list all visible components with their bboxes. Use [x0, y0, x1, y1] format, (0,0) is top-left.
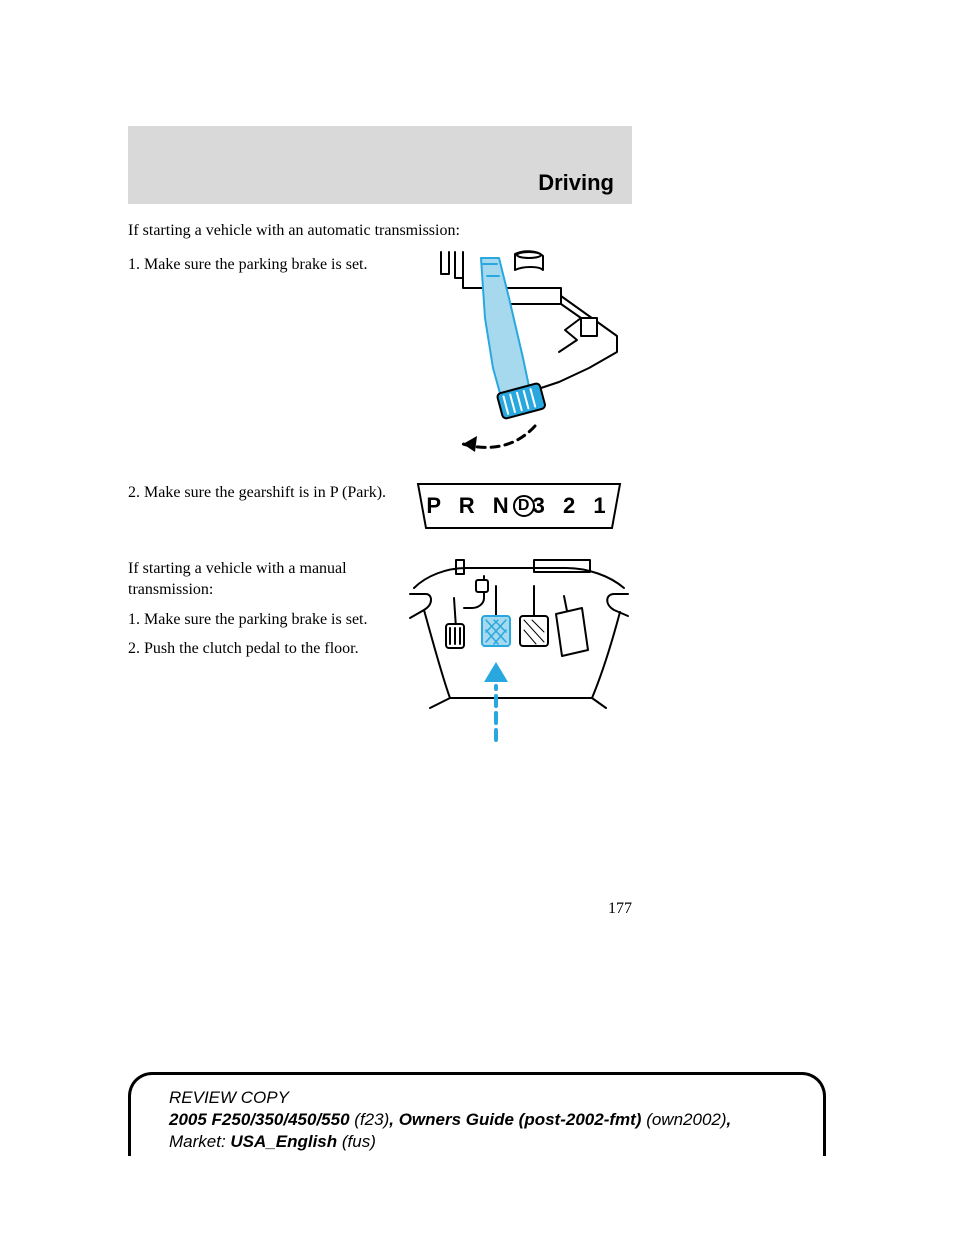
manual-intro: If starting a vehicle with a manual tran…	[128, 558, 388, 601]
review-copy-box: REVIEW COPY 2005 F250/350/450/550 (f23),…	[128, 1072, 826, 1156]
auto-intro: If starting a vehicle with an automatic …	[128, 220, 632, 242]
pedals-figure	[406, 558, 632, 748]
gear-letters-post: 3 2 1	[533, 493, 612, 519]
footer-line2: 2005 F250/350/450/550 (f23), Owners Guid…	[169, 1109, 813, 1131]
gear-indicator-figure: P R N D 3 2 1	[414, 480, 624, 532]
auto-step1: 1. Make sure the parking brake is set.	[128, 254, 388, 276]
section-title: Driving	[538, 170, 614, 196]
section-header: Driving	[128, 126, 632, 204]
manual-step2: 2. Push the clutch pedal to the floor.	[128, 638, 388, 660]
manual-step1: 1. Make sure the parking brake is set.	[128, 609, 388, 631]
gear-indicator-text: P R N D 3 2 1	[414, 480, 624, 532]
page-number: 177	[128, 900, 632, 918]
gear-d-circle: D	[513, 495, 535, 517]
parking-brake-figure	[411, 248, 627, 458]
auto-step2-row: 2. Make sure the gearshift is in P (Park…	[128, 476, 632, 532]
footer-line3: Market: USA_English (fus)	[169, 1131, 813, 1153]
footer-line1: REVIEW COPY	[169, 1087, 813, 1109]
gear-letters-pre: P R N	[426, 493, 514, 519]
auto-step1-row: 1. Make sure the parking brake is set.	[128, 248, 632, 458]
manual-row: If starting a vehicle with a manual tran…	[128, 558, 632, 748]
auto-step2: 2. Make sure the gearshift is in P (Park…	[128, 482, 388, 504]
